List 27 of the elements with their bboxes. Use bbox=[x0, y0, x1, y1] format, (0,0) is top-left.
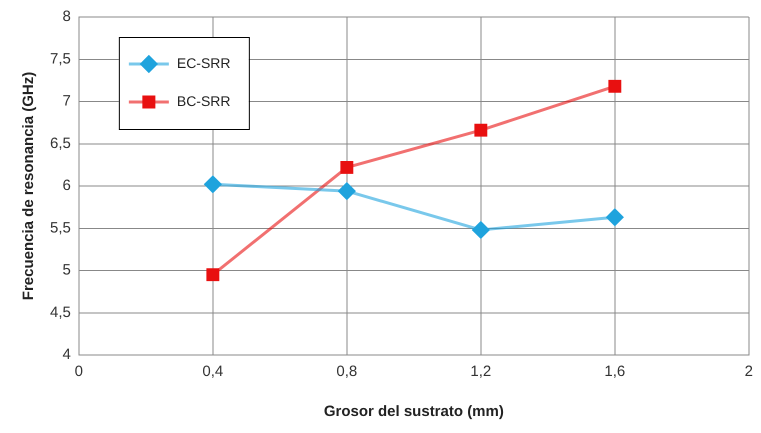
y-axis-title: Frecuencia de resonancia (GHz) bbox=[20, 72, 38, 300]
legend-label: EC-SRR bbox=[176, 54, 231, 71]
x-tick-label: 2 bbox=[744, 363, 753, 380]
y-tick-label: 6 bbox=[62, 177, 71, 194]
point bbox=[340, 160, 354, 174]
y-tick-label: 5,5 bbox=[50, 219, 71, 236]
y-tick-label: 6,5 bbox=[50, 134, 71, 152]
y-tick-label: 7,5 bbox=[50, 50, 71, 68]
y-tick-label: 5 bbox=[62, 262, 71, 279]
y-tick-label: 4,5 bbox=[50, 304, 71, 321]
point bbox=[474, 124, 488, 137]
y-tick-label: 8 bbox=[62, 8, 71, 26]
x-tick-label: 1,6 bbox=[604, 363, 626, 380]
y-tick-label: 7 bbox=[62, 92, 71, 110]
point bbox=[204, 176, 222, 193]
x-tick-label: 1,2 bbox=[470, 363, 492, 380]
legend-label: BC-SRR bbox=[176, 92, 231, 109]
y-tick-label: 4 bbox=[62, 346, 71, 364]
point bbox=[606, 208, 624, 226]
x-axis-title: Grosor del sustrato (mm) bbox=[324, 403, 504, 420]
point bbox=[206, 268, 220, 282]
x-tick-label: 0 bbox=[74, 363, 84, 380]
x-tick-label: 0,8 bbox=[336, 363, 358, 380]
x-tick-label: 0,4 bbox=[202, 363, 224, 380]
point bbox=[338, 182, 356, 200]
point bbox=[608, 80, 622, 93]
point bbox=[472, 221, 490, 238]
